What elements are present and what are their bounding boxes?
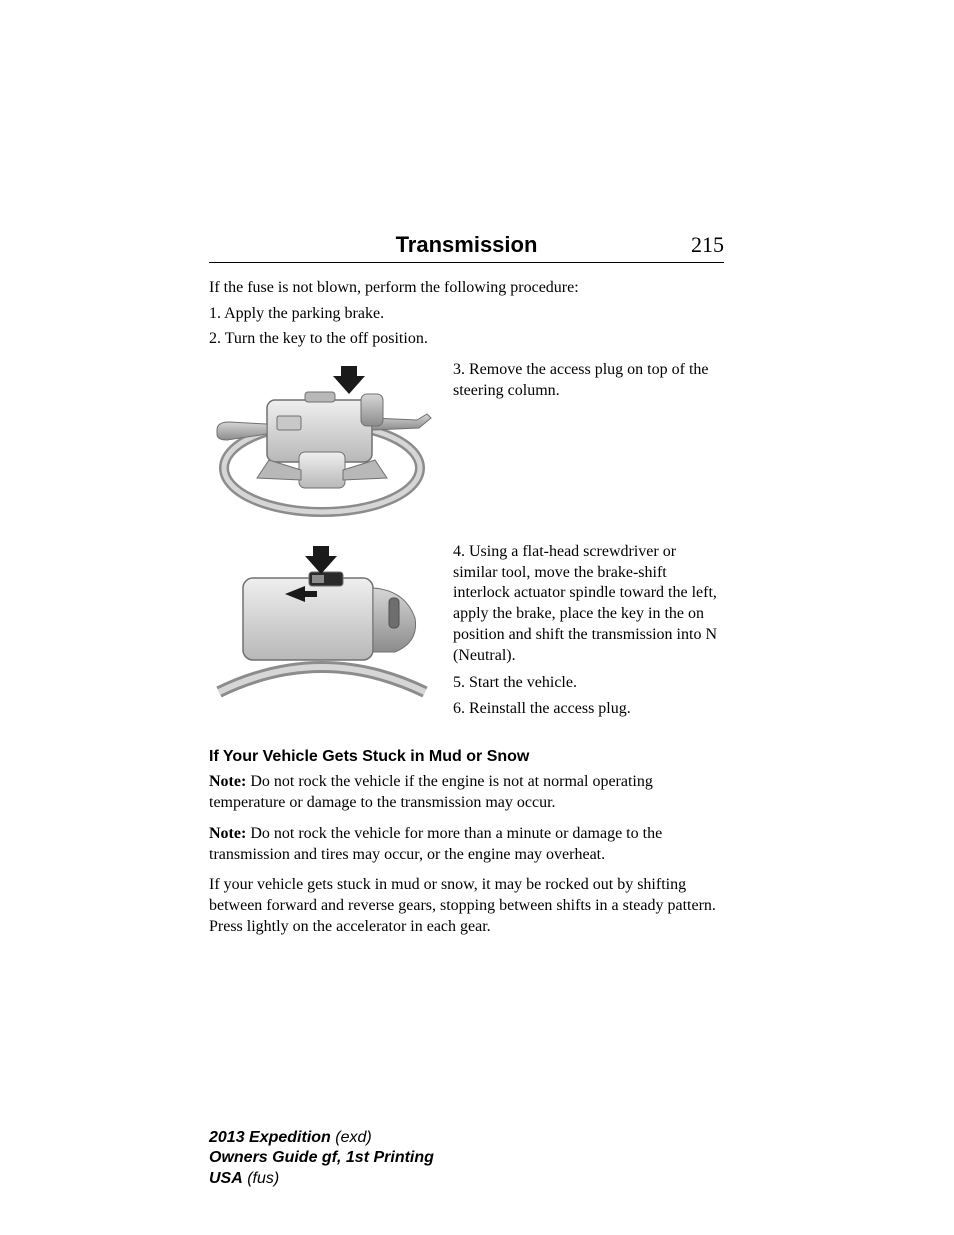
- page-number: 215: [664, 232, 724, 258]
- footer-line-1: 2013 Expedition (exd): [209, 1128, 434, 1149]
- step-4: 4. Using a flat-head screwdriver or simi…: [453, 542, 724, 667]
- page-header: Transmission 215: [209, 232, 724, 263]
- page: Transmission 215 If the fuse is not blow…: [0, 0, 954, 1235]
- step-2: 2. Turn the key to the off position.: [209, 328, 724, 350]
- intro-text: If the fuse is not blown, perform the fo…: [209, 277, 724, 299]
- step-1: 1. Apply the parking brake.: [209, 303, 724, 325]
- body-paragraph: If your vehicle gets stuck in mud or sno…: [209, 875, 724, 937]
- footer-line-3: USA (fus): [209, 1169, 434, 1190]
- step-5: 5. Start the vehicle.: [453, 673, 724, 694]
- note-1-text: Do not rock the vehicle if the engine is…: [209, 773, 653, 811]
- steering-column-illustration-1: [209, 360, 435, 520]
- steering-column-illustration-2: [209, 542, 435, 702]
- note-1: Note: Do not rock the vehicle if the eng…: [209, 772, 724, 814]
- step-3: 3. Remove the access plug on top of the …: [453, 360, 724, 402]
- note-label-1: Note:: [209, 773, 246, 790]
- figure-row-2: 4. Using a flat-head screwdriver or simi…: [209, 542, 724, 726]
- page-footer: 2013 Expedition (exd) Owners Guide gf, 1…: [209, 1128, 434, 1190]
- footer-region-code: (fus): [243, 1170, 279, 1187]
- note-2-text: Do not rock the vehicle for more than a …: [209, 825, 662, 863]
- note-label-2: Note:: [209, 825, 246, 842]
- footer-region: USA: [209, 1170, 243, 1187]
- subheading-stuck: If Your Vehicle Gets Stuck in Mud or Sno…: [209, 748, 724, 766]
- figure-2-text: 4. Using a flat-head screwdriver or simi…: [453, 542, 724, 726]
- section-title: Transmission: [209, 232, 664, 258]
- footer-model: 2013 Expedition: [209, 1129, 331, 1146]
- figure-1: [209, 360, 435, 520]
- step-6: 6. Reinstall the access plug.: [453, 699, 724, 720]
- figure-row-1: 3. Remove the access plug on top of the …: [209, 360, 724, 520]
- footer-model-code: (exd): [331, 1129, 372, 1146]
- figure-1-text: 3. Remove the access plug on top of the …: [453, 360, 724, 408]
- figure-2: [209, 542, 435, 702]
- footer-line-2: Owners Guide gf, 1st Printing: [209, 1148, 434, 1169]
- note-2: Note: Do not rock the vehicle for more t…: [209, 824, 724, 866]
